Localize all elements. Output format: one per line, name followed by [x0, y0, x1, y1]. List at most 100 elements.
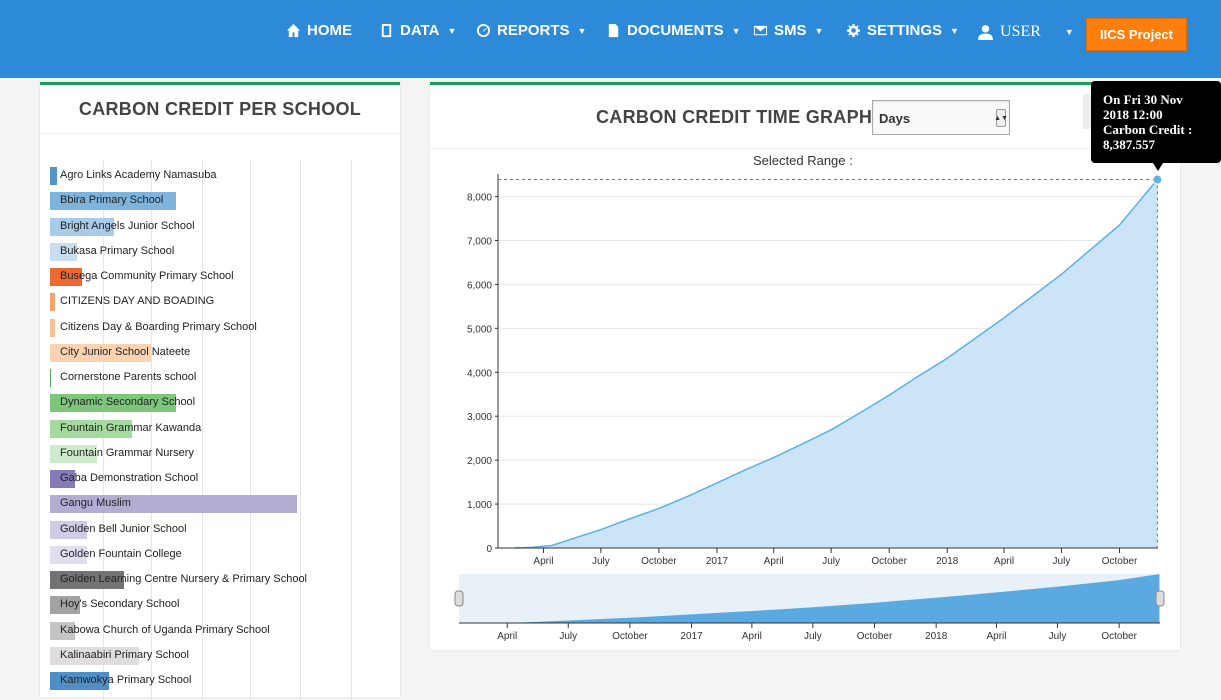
- file-icon: [608, 23, 619, 38]
- chart-tooltip: On Fri 30 Nov 2018 12:00 Carbon Credit :…: [1091, 81, 1221, 163]
- nav-user[interactable]: USER ▼: [977, 23, 1074, 41]
- x-tick-label: October: [1102, 556, 1138, 567]
- navigator-tick-label: July: [559, 631, 577, 642]
- panel-title: CARBON CREDIT TIME GRAPH: [596, 107, 873, 127]
- school-bar: [50, 621, 75, 640]
- grid-line: [250, 160, 251, 700]
- school-label: Busega Community Primary School: [60, 270, 234, 282]
- school-bar: [50, 646, 139, 665]
- school-bar: [50, 470, 75, 488]
- y-tick-label: 0: [486, 544, 492, 555]
- nav-data[interactable]: DATA ▼: [379, 22, 456, 39]
- school-label: Bright Angels Junior School: [60, 219, 195, 232]
- x-tick-label: October: [871, 556, 907, 567]
- navigator-tick-label: October: [857, 631, 893, 642]
- gear-icon: [846, 23, 861, 38]
- school-label: Bbira Primary School: [60, 194, 164, 207]
- navigator-tick-label: April: [497, 631, 517, 642]
- range-select-value: Days: [879, 111, 911, 126]
- y-tick-label: 2,000: [467, 456, 492, 467]
- iics-project-button[interactable]: IICS Project: [1086, 18, 1187, 51]
- school-label: Golden Bell Junior School: [60, 522, 187, 535]
- x-tick-label: October: [641, 556, 677, 567]
- school-label: Gaba Demonstration School: [60, 472, 199, 484]
- caret-down-icon: ▼: [731, 25, 741, 36]
- school-label: Golden Learning Centre Nursery & Primary…: [60, 573, 308, 585]
- navigator-right-handle[interactable]: [1155, 590, 1165, 607]
- x-tick-label: 2018: [936, 556, 959, 567]
- book-icon: [381, 23, 392, 38]
- school-bar: [50, 495, 297, 514]
- grid-line: [300, 160, 301, 700]
- school-bar: [50, 394, 176, 413]
- school-bar: [50, 444, 97, 463]
- school-label: CITIZENS DAY AND BOADING: [60, 295, 215, 308]
- school-label: Cornerstone Parents school: [60, 371, 197, 383]
- nav-home-label: HOME: [307, 22, 352, 39]
- x-tick-label: April: [533, 556, 553, 567]
- tooltip-line: 2018 12:00: [1103, 107, 1163, 122]
- nav-settings[interactable]: SETTINGS ▼: [846, 22, 959, 39]
- panel-title: CARBON CREDIT PER SCHOOL: [78, 99, 362, 119]
- school-bar: [50, 343, 152, 362]
- nav-documents-label: DOCUMENTS: [627, 22, 724, 39]
- school-bar: [50, 268, 83, 286]
- x-tick-label: April: [764, 556, 784, 567]
- series-area: [514, 179, 1158, 548]
- navigator-area: [476, 574, 1160, 623]
- nav-user-label: USER: [1000, 23, 1041, 40]
- school-bar: [50, 318, 55, 337]
- school-label: City Junior School Nateete: [60, 345, 191, 358]
- school-bar: [50, 596, 80, 615]
- grid-line: [351, 160, 352, 700]
- school-label: Citizens Day & Boarding Primary School: [60, 320, 257, 333]
- x-tick-label: July: [1053, 556, 1071, 567]
- nav-documents[interactable]: DOCUMENTS ▼: [606, 22, 741, 39]
- x-tick-label: July: [822, 556, 840, 567]
- navigator-tick-label: April: [986, 631, 1006, 642]
- series-line: [514, 179, 1158, 549]
- y-tick-label: 4,000: [467, 368, 492, 379]
- range-select[interactable]: Days ▲▼: [872, 100, 1010, 135]
- divider: [430, 148, 1180, 149]
- school-bar: [50, 672, 110, 690]
- highlight-point: [1152, 174, 1163, 185]
- grid-line: [202, 160, 203, 700]
- y-tick-label: 7,000: [467, 237, 492, 248]
- selected-range-label: Selected Range :: [753, 153, 853, 168]
- school-bar: [50, 419, 132, 438]
- nav-home[interactable]: HOME: [286, 22, 352, 39]
- caret-down-icon: ▼: [1064, 27, 1074, 37]
- select-arrows-icon: ▲▼: [994, 109, 1008, 127]
- x-tick-label: 2017: [706, 556, 729, 567]
- top-navbar: HOME DATA ▼ REPORTS ▼ DOCUMENTS ▼ SMS ▼ …: [0, 0, 1221, 78]
- x-tick-label: April: [994, 556, 1014, 567]
- x-tick-label: July: [592, 556, 610, 567]
- school-label: Hoy's Secondary School: [60, 598, 180, 611]
- y-tick-label: 8,000: [467, 193, 492, 204]
- nav-sms[interactable]: SMS ▼: [753, 22, 823, 39]
- caret-down-icon: ▼: [447, 25, 457, 36]
- nav-settings-label: SETTINGS: [867, 22, 943, 39]
- navigator-left-handle[interactable]: [454, 590, 464, 607]
- school-label: Dynamic Secondary School: [60, 396, 196, 409]
- y-tick-label: 5,000: [467, 324, 492, 335]
- carbon-credit-per-school-panel: CARBON CREDIT PER SCHOOL Agro Links Acad…: [40, 82, 400, 700]
- nav-reports[interactable]: REPORTS ▼: [476, 22, 586, 39]
- grid-line: [151, 160, 152, 700]
- area-chart[interactable]: 0 1,000 2,000 3,000 4,000 5,000 6,000 7,000 8,00…: [430, 160, 1180, 650]
- divider: [40, 133, 400, 134]
- tooltip-line: On Fri 30 Nov: [1103, 92, 1183, 107]
- school-label: Kamwokya Primary School: [60, 674, 192, 686]
- school-bar: [50, 293, 55, 312]
- school-label: Bukasa Primary School: [60, 244, 175, 257]
- school-bar: [50, 242, 78, 261]
- panel-edge: [1083, 94, 1093, 129]
- school-label: Fountain Grammar Kawanda: [60, 421, 202, 434]
- school-bar: [50, 167, 58, 185]
- school-label: Gangu Muslim: [60, 497, 131, 510]
- y-tick-label: 3,000: [467, 412, 492, 423]
- nav-reports-label: REPORTS: [497, 22, 570, 39]
- dashboard-icon: [476, 23, 491, 38]
- nav-sms-label: SMS: [774, 22, 807, 39]
